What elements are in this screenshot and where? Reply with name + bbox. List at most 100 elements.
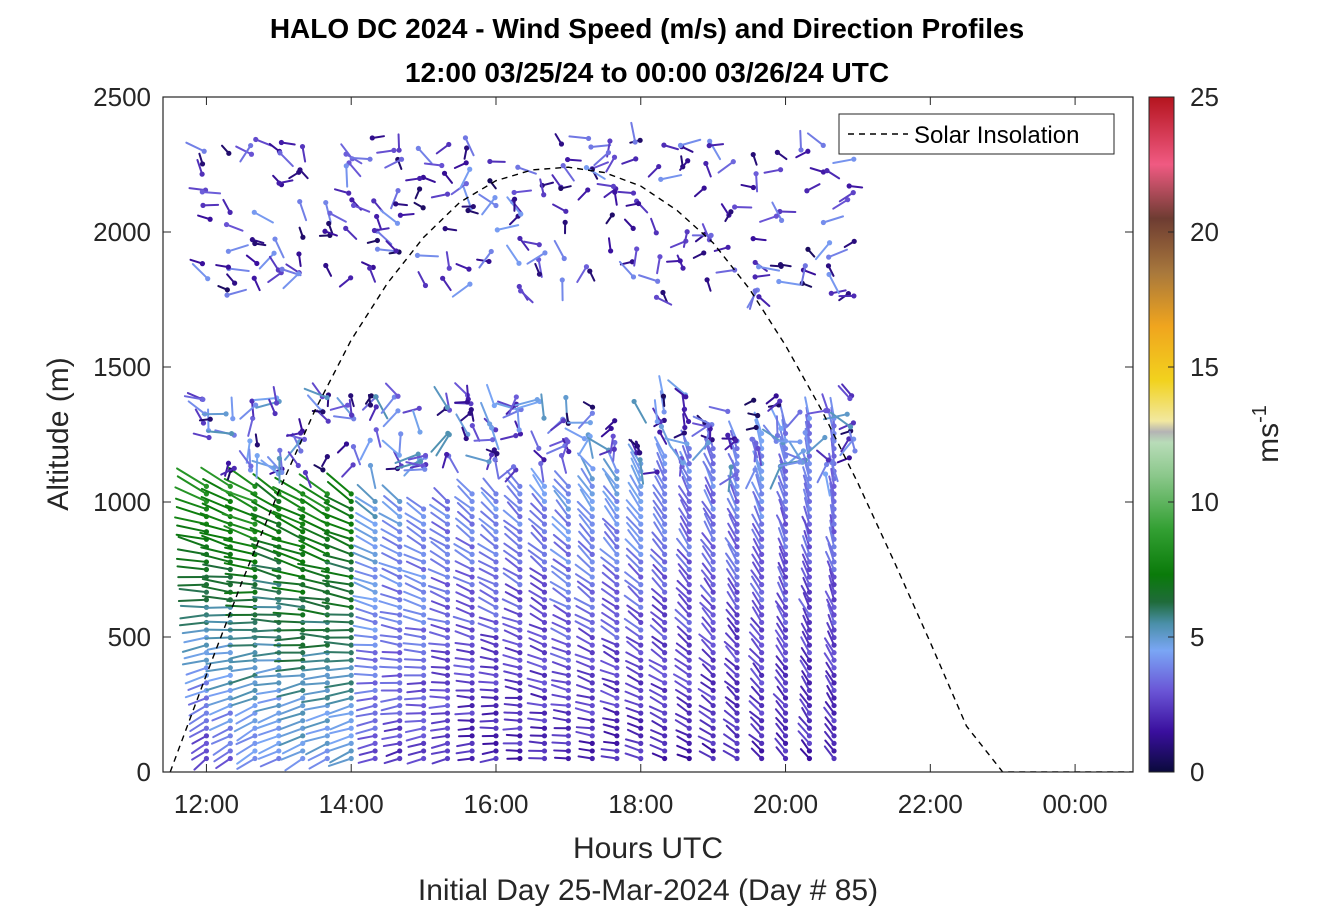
wind-arrow <box>752 538 765 557</box>
wind-arrow <box>526 677 548 686</box>
wind-arrow <box>397 212 415 218</box>
wind-arrow <box>383 755 403 765</box>
wind-arrow <box>257 710 282 724</box>
wind-arrow <box>576 635 595 648</box>
wind-arrow <box>675 642 692 656</box>
wind-arrow <box>278 139 296 146</box>
wind-arrow <box>723 662 740 678</box>
wind-arrow <box>549 598 571 610</box>
wind-arrow <box>674 688 692 701</box>
wind-arrow <box>383 495 403 512</box>
wind-arrow <box>551 679 571 686</box>
wind-arrow <box>321 601 354 610</box>
wind-arrow <box>726 507 740 527</box>
wind-arrow <box>600 659 620 671</box>
wind-arrow <box>800 567 813 588</box>
wind-arrow <box>635 440 643 456</box>
wind-arrow <box>652 538 668 557</box>
wind-arrow <box>701 552 716 573</box>
wind-arrow <box>601 581 620 595</box>
wind-arrow <box>838 190 856 203</box>
wind-arrow <box>774 629 789 648</box>
wind-arrow <box>648 664 668 678</box>
wind-arrow <box>775 746 789 762</box>
wind-arrow <box>328 740 354 752</box>
wind-arrow <box>324 680 354 689</box>
wind-arrow <box>756 264 781 272</box>
wind-arrow <box>324 657 354 663</box>
chart-title: HALO DC 2024 - Wind Speed (m/s) and Dire… <box>270 13 1024 44</box>
wind-arrow <box>220 144 232 156</box>
wind-arrow <box>407 740 427 748</box>
wind-arrow <box>236 755 258 770</box>
wind-arrow <box>354 687 378 695</box>
wind-arrow <box>385 240 399 254</box>
wind-arrow <box>827 542 837 565</box>
wind-arrow <box>749 710 765 724</box>
wind-arrow <box>649 743 668 754</box>
wind-arrow <box>452 615 475 626</box>
wind-arrow <box>417 271 429 289</box>
wind-arrow <box>367 265 377 283</box>
wind-arrow <box>680 499 692 520</box>
wind-arrow <box>380 624 403 633</box>
wind-arrow <box>224 288 247 298</box>
wind-arrow <box>621 156 639 165</box>
wind-arrow <box>652 563 668 580</box>
wind-arrow <box>675 649 692 663</box>
wind-arrow <box>749 694 765 709</box>
wind-arrow <box>795 148 811 159</box>
wind-arrow <box>624 744 644 754</box>
wind-arrow <box>482 740 499 746</box>
wind-arrow <box>502 567 523 580</box>
wind-arrow <box>200 466 233 489</box>
wind-arrow <box>751 599 765 618</box>
wind-arrow <box>566 420 593 426</box>
wind-arrow <box>623 218 636 232</box>
wind-arrow <box>192 432 212 441</box>
wind-arrow <box>767 398 783 412</box>
wind-arrow <box>404 512 427 527</box>
wind-arrow <box>382 740 403 748</box>
wind-arrow <box>338 275 354 288</box>
wind-arrow <box>553 748 571 754</box>
wind-arrow <box>429 550 451 565</box>
legend: Solar Insolation <box>838 113 1115 155</box>
wind-arrow <box>802 535 813 557</box>
wind-arrow <box>368 404 379 421</box>
wind-arrow <box>627 585 644 603</box>
wind-arrow <box>650 548 668 565</box>
wind-arrow <box>728 436 740 459</box>
wind-arrow <box>479 589 499 603</box>
wind-arrow <box>704 277 712 292</box>
wind-arrow <box>478 581 499 595</box>
wind-arrow <box>412 409 423 435</box>
wind-arrow <box>407 748 427 756</box>
wind-arrow <box>699 719 716 731</box>
colorbar-tick-label: 15 <box>1190 352 1219 382</box>
wind-arrow <box>504 591 523 603</box>
wind-arrow <box>406 680 427 686</box>
wind-arrow <box>515 164 537 175</box>
wind-arrow <box>462 135 475 157</box>
wind-arrow <box>803 505 813 527</box>
wind-arrow <box>602 564 620 580</box>
wind-arrow <box>479 718 499 724</box>
wind-arrow <box>779 459 789 482</box>
wind-arrow <box>343 163 349 188</box>
wind-arrow <box>503 525 523 542</box>
wind-arrow <box>577 675 595 686</box>
wind-arrow <box>776 685 789 701</box>
wind-arrow <box>378 616 403 626</box>
wind-arrow <box>272 611 306 618</box>
wind-arrow <box>528 518 548 535</box>
wind-arrow <box>748 631 765 648</box>
wind-arrow <box>625 200 642 207</box>
wind-arrow <box>822 471 831 497</box>
wind-arrow <box>225 491 258 512</box>
wind-arrow <box>453 672 475 678</box>
wind-arrow <box>380 710 403 716</box>
wind-arrow <box>327 210 347 223</box>
wind-arrow <box>775 663 789 678</box>
wind-arrow <box>378 562 403 573</box>
